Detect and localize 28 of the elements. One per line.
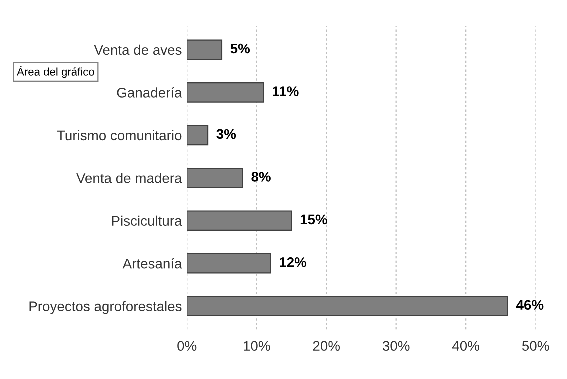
bar bbox=[187, 253, 272, 274]
x-tick-label: 0% bbox=[178, 341, 197, 352]
text: Área del gráfico bbox=[17, 66, 94, 78]
data-label: 11% bbox=[273, 86, 299, 96]
data-label: 12% bbox=[280, 257, 307, 268]
y-tick-label: Piscicultura bbox=[112, 216, 182, 226]
x-tick-label: 50% bbox=[522, 341, 550, 352]
bar bbox=[187, 125, 209, 146]
bar bbox=[187, 40, 223, 60]
bar bbox=[187, 210, 292, 232]
bar bbox=[187, 168, 244, 188]
bar bbox=[187, 82, 264, 103]
y-tick-label: Ganadería bbox=[117, 87, 182, 98]
y-tick-label: Proyectos agroforestales bbox=[30, 301, 182, 314]
data-label: 8% bbox=[252, 172, 271, 182]
data-label: 3% bbox=[216, 129, 236, 140]
y-tick-label: Venta de aves bbox=[94, 44, 182, 56]
x-tick-label: 20% bbox=[313, 341, 340, 352]
data-label: 46% bbox=[516, 300, 544, 310]
x-tick-label: 10% bbox=[244, 341, 270, 352]
data-label: 5% bbox=[230, 44, 250, 54]
y-tick-label: Artesanía bbox=[122, 258, 182, 269]
y-tick-label: Venta de madera bbox=[76, 173, 182, 184]
bar bbox=[187, 296, 508, 317]
x-tick-label: 40% bbox=[452, 341, 480, 352]
y-tick-label: Turismo comunitario bbox=[57, 130, 182, 141]
data-label: 15% bbox=[300, 214, 328, 225]
x-tick-label: 30% bbox=[382, 341, 410, 352]
